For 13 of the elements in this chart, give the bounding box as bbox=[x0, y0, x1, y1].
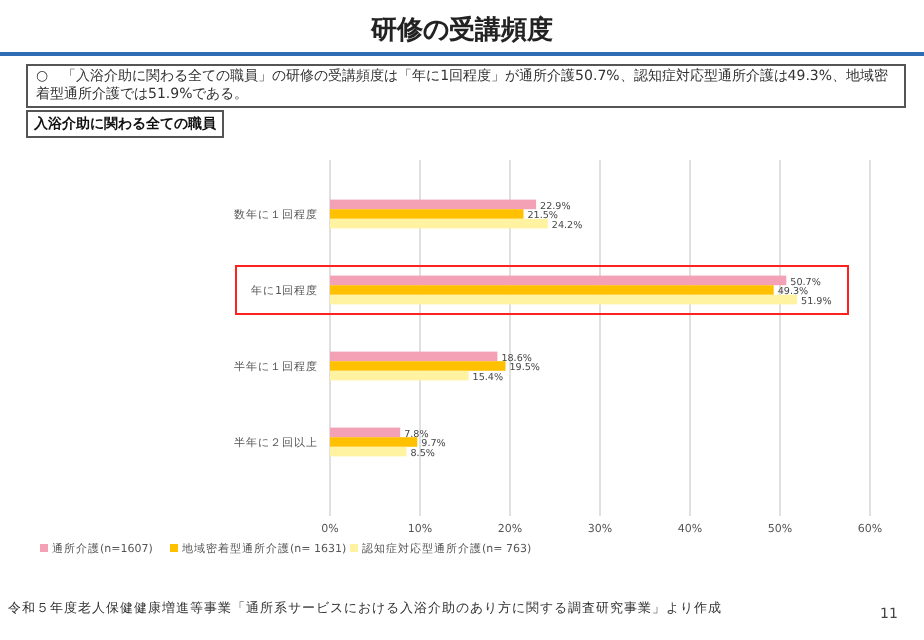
bar bbox=[330, 199, 537, 210]
bar bbox=[330, 209, 524, 219]
bar bbox=[330, 370, 469, 381]
bar bbox=[330, 285, 774, 295]
bar bbox=[330, 361, 506, 371]
bar bbox=[330, 351, 498, 362]
bar bbox=[330, 275, 787, 286]
bar bbox=[330, 427, 401, 438]
bar bbox=[330, 294, 798, 305]
bar bbox=[330, 218, 548, 229]
bar bbox=[330, 437, 418, 447]
chart-title: 研修の受講頻度 bbox=[368, 13, 555, 48]
bar bbox=[330, 446, 407, 457]
